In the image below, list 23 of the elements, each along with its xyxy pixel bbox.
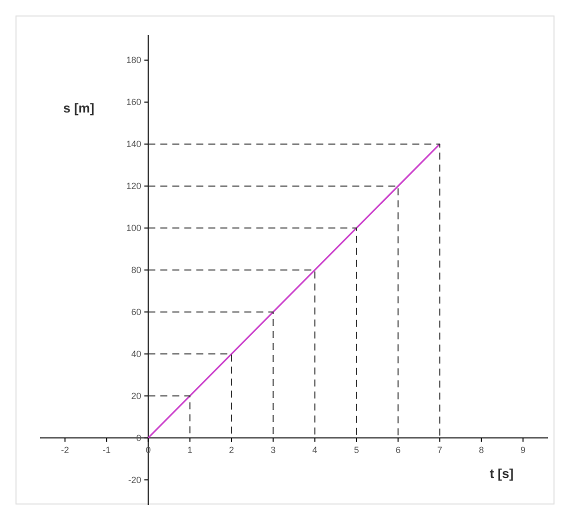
x-tick-label: -1: [102, 444, 111, 455]
y-tick-label: 40: [131, 348, 142, 359]
x-tick-label: 8: [478, 444, 484, 455]
x-tick-label: 9: [520, 444, 526, 455]
x-tick-label: 4: [312, 444, 318, 455]
x-tick-label: 1: [187, 444, 192, 455]
x-tick-label: 2: [229, 444, 234, 455]
x-tick-label: 6: [396, 444, 401, 455]
y-tick-label: 60: [131, 306, 142, 317]
y-tick-label: 20: [131, 390, 142, 401]
x-tick-label: -2: [60, 444, 69, 455]
y-tick-label: 120: [126, 181, 142, 192]
y-tick-label: 160: [126, 97, 142, 108]
x-tick-label: 7: [437, 444, 442, 455]
y-tick-label: 140: [126, 139, 142, 150]
y-tick-label: 100: [126, 223, 142, 234]
x-tick-label: 3: [270, 444, 276, 455]
y-tick-label: -20: [128, 474, 142, 485]
y-axis-title: s [m]: [63, 100, 94, 116]
y-tick-label: 180: [126, 55, 142, 66]
x-axis-title: t [s]: [490, 466, 514, 481]
y-tick-label: 80: [131, 265, 142, 275]
x-tick-label: 5: [354, 444, 359, 455]
